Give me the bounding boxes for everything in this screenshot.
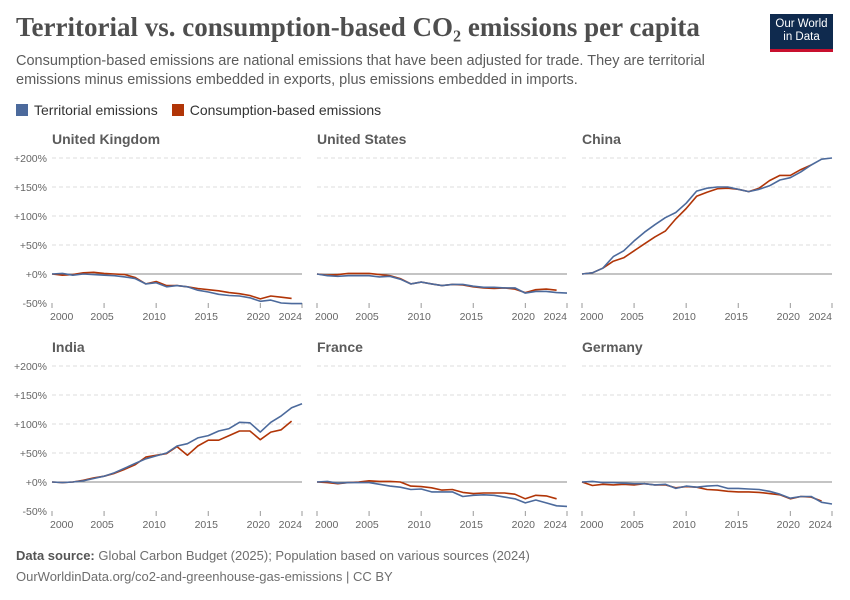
x-tick-label: 2015 (725, 311, 749, 323)
y-tick-label: +50% (20, 448, 47, 460)
data-source: Data source: Global Carbon Budget (2025)… (16, 548, 530, 563)
territorial-line (316, 480, 568, 508)
x-tick-label: 2005 (355, 311, 379, 323)
x-tick-label: 2000 (50, 311, 74, 323)
x-tick-label: 2020 (512, 311, 536, 323)
x-tick-label: 2024 (279, 311, 303, 323)
x-tick-label: 2020 (247, 519, 271, 531)
territorial-line (51, 272, 302, 305)
y-tick-label: +50% (20, 240, 47, 252)
territorial-line (581, 157, 833, 275)
y-tick-label: -50% (22, 298, 47, 310)
panel-title: United States (317, 131, 407, 147)
x-tick-label: 2015 (195, 311, 219, 323)
x-tick-label: 2000 (50, 519, 74, 531)
x-tick-label: 2015 (725, 519, 749, 531)
x-tick-label: 2005 (355, 519, 379, 531)
y-tick-label: +100% (14, 211, 47, 223)
territorial-line (51, 402, 303, 484)
x-tick-label: 2020 (777, 311, 801, 323)
consumption-line (51, 420, 293, 484)
territorial-line (581, 480, 833, 505)
x-tick-label: 2005 (90, 519, 114, 531)
x-tick-label: 2000 (315, 311, 339, 323)
panel-united-kingdom: United Kingdom +200% +150% +100% +50% +0% -50%… (14, 131, 303, 323)
x-tick-label: 2005 (620, 519, 644, 531)
consumption-line (581, 481, 822, 502)
y-tick-label: +0% (26, 269, 47, 281)
logo-text: Our World in Data (775, 18, 828, 43)
x-tick-label: 2024 (544, 311, 568, 323)
chart-title: Territorial vs. consumption-based CO₂ em… (16, 12, 700, 42)
y-tick-label: +150% (14, 390, 47, 402)
consumption-line (51, 271, 292, 300)
x-tick-label: 2010 (407, 311, 431, 323)
x-tick-label: 2000 (580, 519, 604, 531)
panel-title: China (582, 131, 621, 147)
x-tick-label: 2024 (809, 311, 833, 323)
x-tick-label: 2000 (315, 519, 339, 531)
legend-label: Territorial emissions (34, 102, 158, 118)
panel-title: France (317, 339, 363, 355)
x-tick-label: 2015 (460, 311, 484, 323)
y-tick-label: +100% (14, 419, 47, 431)
territorial-line (316, 273, 568, 294)
consumption-line (316, 272, 557, 294)
y-tick-label: +200% (14, 153, 47, 165)
x-tick-label: 2005 (620, 311, 644, 323)
y-tick-label: +0% (26, 477, 47, 489)
x-tick-label: 2020 (512, 519, 536, 531)
legend-swatch-territorial (16, 104, 28, 116)
x-tick-label: 2020 (777, 519, 801, 531)
x-tick-label: 2010 (407, 519, 431, 531)
panel-title: India (52, 339, 85, 355)
owid-logo[interactable]: Our World in Data (770, 14, 833, 52)
source-text: Global Carbon Budget (2025); Population … (98, 548, 530, 563)
y-tick-label: +150% (14, 182, 47, 194)
x-tick-label: 2000 (580, 311, 604, 323)
x-tick-label: 2010 (672, 519, 696, 531)
x-tick-label: 2020 (247, 311, 271, 323)
legend: Territorial emissions Consumption-based … (16, 102, 381, 118)
x-tick-label: 2010 (672, 311, 696, 323)
panel-france: France 2000 2005 2010 2015 2020 2024 (315, 339, 568, 531)
x-tick-label: 2024 (544, 519, 568, 531)
x-tick-label: 2015 (195, 519, 219, 531)
panel-germany: Germany 2000 2005 2010 2015 2020 2024 (580, 339, 833, 531)
panel-china: China 2000 2005 2010 2015 2020 2024 (580, 131, 833, 323)
x-tick-label: 2024 (279, 519, 303, 531)
legend-item-territorial[interactable]: Territorial emissions (16, 102, 158, 118)
panel-united-states: United States 2000 2005 2010 2015 2020 2024 (315, 131, 568, 323)
consumption-line (581, 164, 812, 275)
y-tick-label: -50% (22, 506, 47, 518)
source-url[interactable]: OurWorldinData.org/co2-and-greenhouse-ga… (16, 569, 393, 584)
y-tick-label: +200% (14, 361, 47, 373)
x-tick-label: 2010 (142, 519, 166, 531)
panel-title: United Kingdom (52, 131, 160, 147)
legend-label: Consumption-based emissions (189, 102, 382, 118)
panel-title: Germany (582, 339, 643, 355)
x-tick-label: 2005 (90, 311, 114, 323)
panel-india: India +200% +150% +100% +50% +0% -50%2000 2005 2… (14, 339, 303, 531)
x-tick-label: 2015 (460, 519, 484, 531)
x-tick-label: 2010 (142, 311, 166, 323)
consumption-line (316, 479, 557, 500)
x-tick-label: 2024 (809, 519, 833, 531)
source-label: Data source: (16, 548, 95, 563)
chart-subtitle: Consumption-based emissions are national… (16, 53, 705, 88)
legend-swatch-consumption (171, 104, 184, 116)
legend-item-consumption[interactable]: Consumption-based emissions (171, 102, 382, 118)
